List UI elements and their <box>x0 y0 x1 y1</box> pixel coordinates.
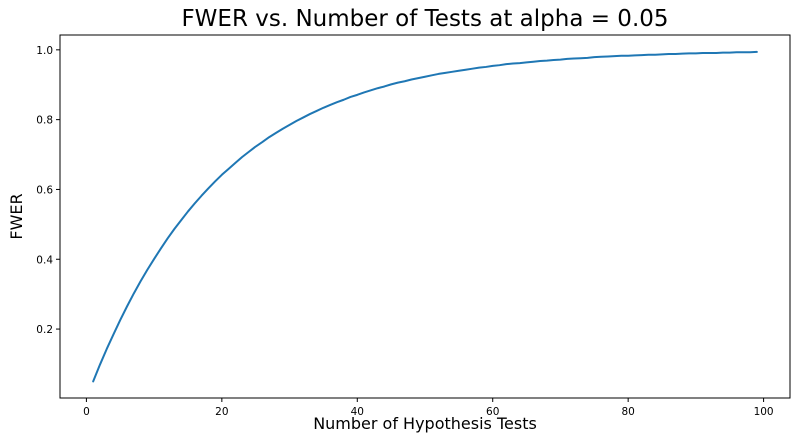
series-line <box>93 52 757 381</box>
x-tick-label: 80 <box>621 406 634 418</box>
y-tick-label: 0.2 <box>36 324 53 336</box>
x-tick-label: 20 <box>215 406 228 418</box>
y-tick-label: 0.8 <box>36 115 53 127</box>
y-axis-title: FWER <box>7 193 26 239</box>
plot-area <box>60 35 790 398</box>
y-tick-label: 0.6 <box>36 184 53 196</box>
y-tick-label: 1.0 <box>36 45 53 57</box>
x-tick-label: 100 <box>754 406 774 418</box>
y-tick-label: 0.4 <box>36 254 53 266</box>
series-layer <box>93 52 757 381</box>
x-axis-title: Number of Hypothesis Tests <box>313 414 537 433</box>
x-tick-label: 0 <box>83 406 90 418</box>
chart-title: FWER vs. Number of Tests at alpha = 0.05 <box>181 6 668 32</box>
plot-frame <box>60 35 790 398</box>
